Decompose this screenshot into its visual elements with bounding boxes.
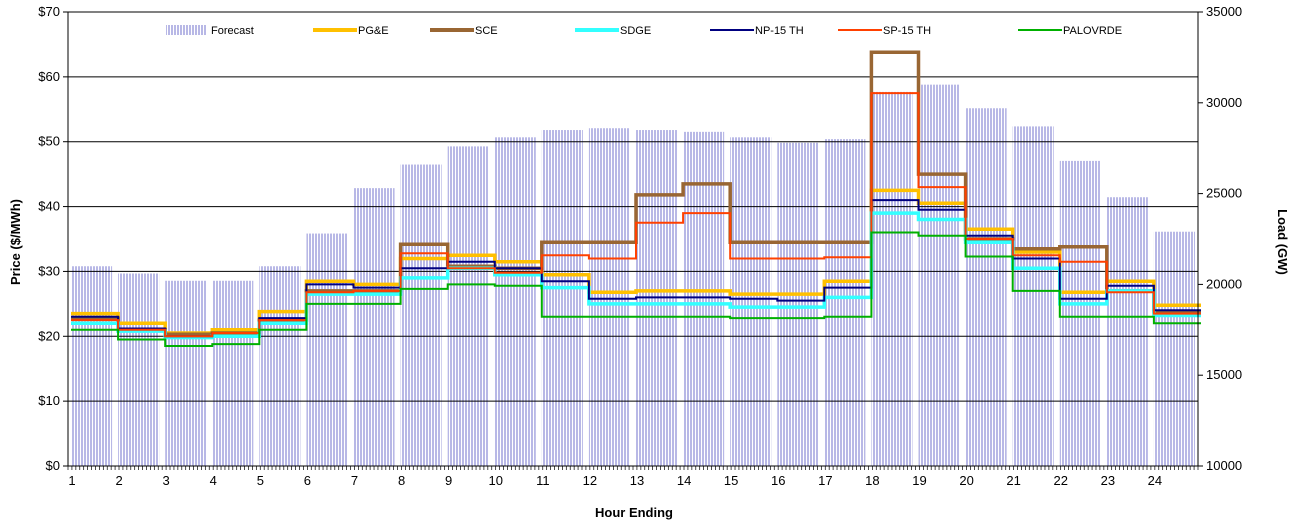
x-tick-label: 4 bbox=[210, 473, 217, 488]
legend-label: PG&E bbox=[358, 25, 389, 37]
x-tick-label: 13 bbox=[630, 473, 644, 488]
x-tick-label: 3 bbox=[163, 473, 170, 488]
forecast-bar bbox=[588, 128, 630, 466]
forecast-bar bbox=[306, 233, 348, 466]
forecast-bar bbox=[1059, 160, 1101, 467]
y2-tick-label: 15000 bbox=[1206, 367, 1242, 382]
x-tick-label: 16 bbox=[771, 473, 785, 488]
x-tick-label: 21 bbox=[1006, 473, 1020, 488]
x-tick-label: 7 bbox=[351, 473, 358, 488]
legend-swatch-forecast bbox=[166, 25, 206, 35]
y-tick-label: $10 bbox=[38, 393, 60, 408]
forecast-bar bbox=[871, 91, 913, 467]
forecast-bars bbox=[71, 84, 1195, 467]
legend-label: PALOVRDE bbox=[1063, 25, 1122, 37]
forecast-bar bbox=[118, 273, 160, 466]
y-tick-label: $20 bbox=[38, 328, 60, 343]
y-tick-label: $0 bbox=[46, 458, 60, 473]
x-tick-label: 18 bbox=[865, 473, 879, 488]
forecast-bar bbox=[447, 146, 489, 466]
forecast-bar bbox=[777, 142, 819, 466]
forecast-bar bbox=[1153, 231, 1195, 466]
series-line-sp-15-th bbox=[71, 92, 1201, 338]
forecast-bar bbox=[400, 164, 442, 466]
forecast-bar bbox=[1012, 126, 1054, 467]
legend-label: SDGE bbox=[620, 25, 651, 37]
forecast-bar bbox=[212, 280, 254, 466]
legend-label: SP-15 TH bbox=[883, 25, 931, 37]
forecast-bar bbox=[165, 280, 207, 466]
legend-label: SCE bbox=[475, 25, 498, 37]
forecast-bar bbox=[494, 137, 536, 466]
x-tick-label: 11 bbox=[536, 473, 550, 488]
x-tick-label: 19 bbox=[912, 473, 926, 488]
x-tick-label: 12 bbox=[583, 473, 597, 488]
forecast-bar bbox=[71, 266, 113, 466]
x-tick-label: 20 bbox=[959, 473, 973, 488]
price-series bbox=[71, 50, 1201, 347]
x-tick-label: 10 bbox=[489, 473, 503, 488]
series-line-palovrde bbox=[71, 231, 1201, 347]
x-tick-label: 24 bbox=[1148, 473, 1162, 488]
forecast-bar bbox=[918, 84, 960, 466]
x-tick-label: 15 bbox=[724, 473, 738, 488]
forecast-bar bbox=[259, 266, 301, 466]
x-tick-label: 6 bbox=[304, 473, 311, 488]
x-tick-label: 5 bbox=[257, 473, 264, 488]
forecast-bar bbox=[965, 108, 1007, 467]
x-tick-label: 9 bbox=[445, 473, 452, 488]
x-tick-label: 22 bbox=[1054, 473, 1068, 488]
y-axis-title: Price ($/MWh) bbox=[8, 199, 23, 285]
y-tick-label: $30 bbox=[38, 263, 60, 278]
forecast-bar bbox=[353, 188, 395, 467]
x-tick-label: 17 bbox=[818, 473, 832, 488]
y2-tick-label: 35000 bbox=[1206, 4, 1242, 19]
forecast-bar bbox=[1106, 197, 1148, 466]
y-tick-label: $60 bbox=[38, 69, 60, 84]
x-tick-label: 2 bbox=[115, 473, 122, 488]
y2-tick-label: 20000 bbox=[1206, 276, 1242, 291]
forecast-bar bbox=[541, 130, 583, 467]
y2-tick-label: 30000 bbox=[1206, 95, 1242, 110]
y2-tick-label: 10000 bbox=[1206, 458, 1242, 473]
x-tick-label: 14 bbox=[677, 473, 691, 488]
legend-label: Forecast bbox=[211, 25, 254, 37]
forecast-bar bbox=[683, 131, 725, 466]
axes: $0$10$20$30$40$50$60$7010000150002000025… bbox=[38, 4, 1242, 488]
y-tick-label: $40 bbox=[38, 199, 60, 214]
legend-label: NP-15 TH bbox=[755, 25, 804, 37]
x-tick-label: 1 bbox=[68, 473, 75, 488]
forecast-bar bbox=[730, 137, 772, 466]
forecast-bar bbox=[824, 139, 866, 466]
y-tick-label: $50 bbox=[38, 134, 60, 149]
x-axis-title: Hour Ending bbox=[595, 505, 673, 520]
y2-axis-title: Load (GW) bbox=[1275, 209, 1290, 275]
x-tick-label: 23 bbox=[1101, 473, 1115, 488]
y-tick-label: $70 bbox=[38, 4, 60, 19]
y2-tick-label: 25000 bbox=[1206, 186, 1242, 201]
x-tick-label: 8 bbox=[398, 473, 405, 488]
legend: Forecast PG&E SCE SDGE NP-15 TH SP-15 TH PALOV… bbox=[166, 25, 1122, 37]
